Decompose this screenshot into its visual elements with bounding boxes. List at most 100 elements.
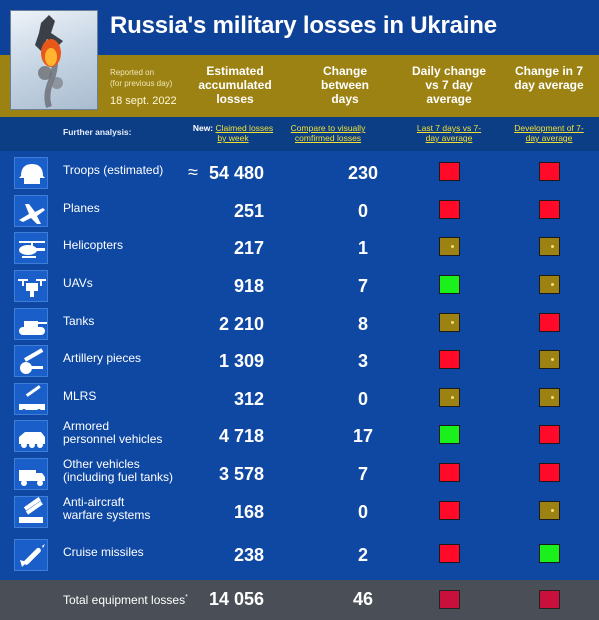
- drone-icon: [14, 270, 48, 302]
- compare-link[interactable]: Compare to visually comfirmed losses: [281, 123, 375, 143]
- row-change-value: 2: [357, 545, 368, 565]
- daily-indicator-neutral: [439, 388, 460, 407]
- reported-line-2: (for previous day): [110, 79, 173, 88]
- avg-indicator-neutral: [539, 350, 560, 369]
- daily-indicator-red: [439, 200, 460, 219]
- report-date: 18 sept. 2022: [110, 95, 177, 107]
- row-label: Helicopters: [63, 239, 123, 252]
- row-label: Tanks: [63, 315, 94, 328]
- row-change-value: 3: [357, 351, 368, 371]
- col-change: Change between days: [320, 64, 369, 106]
- row-estimated-value: 54 480: [208, 163, 264, 183]
- row-estimated-value: 251: [233, 201, 264, 221]
- row-label: Anti-aircraft warfare systems: [63, 496, 150, 522]
- row-label-line-1: MLRS: [63, 389, 97, 403]
- last7-link[interactable]: Last 7 days vs 7-day average: [413, 123, 485, 143]
- row-label-line-1: Troops (estimated): [63, 163, 164, 177]
- daily-indicator-red: [439, 463, 460, 482]
- col-change7: Change in 7 day average: [514, 64, 584, 92]
- daily-indicator-neutral: [439, 313, 460, 332]
- analysis-bar: [0, 117, 599, 151]
- table-row: Planes 251 0: [0, 193, 599, 230]
- new-label: New:: [192, 123, 214, 133]
- total-avg-indicator: [539, 590, 560, 609]
- development-text: Development of 7-day average: [514, 123, 584, 143]
- row-change-value: 0: [357, 502, 368, 522]
- table-row: MLRS 312 0: [0, 381, 599, 418]
- daily-indicator-green: [439, 275, 460, 294]
- row-label-line-1: Tanks: [63, 314, 95, 328]
- burning-aircraft-photo: [10, 10, 98, 110]
- daily-indicator-red: [439, 544, 460, 563]
- reported-note: Reported on (for previous day): [110, 67, 172, 89]
- table-row: Helicopters 217 1: [0, 230, 599, 267]
- row-estimated-value: 918: [233, 276, 264, 296]
- anti-aircraft-icon: [14, 496, 48, 528]
- daily-indicator-red: [439, 350, 460, 369]
- table-row: Anti-aircraft warfare systems 168 0: [0, 494, 599, 531]
- avg-indicator-red: [539, 162, 560, 181]
- row-change-value: 0: [357, 389, 368, 409]
- table-row: Armored personnel vehicles 4 718 17: [0, 418, 599, 455]
- row-change-value: 7: [357, 276, 368, 296]
- col-daily: Daily change vs 7 day average: [411, 64, 487, 106]
- row-estimated-value: 3 578: [218, 464, 264, 484]
- avg-indicator-neutral: [539, 237, 560, 256]
- row-label-line-1: Planes: [63, 201, 100, 215]
- row-estimated-value: 217: [233, 238, 264, 258]
- daily-indicator-red: [439, 162, 460, 181]
- row-label-line-1: Helicopters: [63, 238, 124, 252]
- avg-indicator-red: [539, 425, 560, 444]
- approx-symbol: ≈: [188, 162, 198, 182]
- page-title: Russia's military losses in Ukraine: [110, 12, 497, 39]
- row-label: MLRS: [63, 390, 96, 403]
- row-label: UAVs: [63, 277, 93, 290]
- artillery-icon: [14, 345, 48, 377]
- avg-indicator-neutral: [539, 501, 560, 520]
- row-label-line-1: Anti-aircraft: [63, 495, 125, 509]
- row-label-line-1: Armored: [63, 419, 110, 433]
- total-footnote-mark: *: [185, 594, 188, 601]
- row-change-value: 1: [357, 238, 368, 258]
- table-row: Cruise missiles 238 2: [0, 537, 599, 574]
- row-change-value: 230: [347, 163, 379, 183]
- table-row: Other vehicles (including fuel tanks) 3 57…: [0, 456, 599, 493]
- daily-indicator-red: [439, 501, 460, 520]
- development-link[interactable]: Development of 7-day average: [510, 123, 588, 143]
- row-label: Armored personnel vehicles: [63, 420, 162, 446]
- header-bar: [0, 0, 599, 55]
- row-label-line-1: Other vehicles: [63, 457, 140, 471]
- row-label: Other vehicles (including fuel tanks): [63, 458, 173, 484]
- helmet-icon: [14, 157, 48, 189]
- row-change-value: 17: [352, 426, 374, 446]
- row-estimated-value: 4 718: [218, 426, 264, 446]
- total-change: 46: [352, 589, 374, 609]
- row-change-value: 0: [357, 201, 368, 221]
- row-estimated-value: 168: [233, 502, 264, 522]
- row-label: Artillery pieces: [63, 352, 141, 365]
- row-label-line-1: UAVs: [63, 276, 93, 290]
- missile-icon: [14, 539, 48, 571]
- row-estimated-value: 2 210: [218, 314, 264, 334]
- avg-indicator-red: [539, 200, 560, 219]
- daily-indicator-green: [439, 425, 460, 444]
- total-label-text: Total equipment losses: [63, 593, 186, 607]
- avg-indicator-green: [539, 544, 560, 563]
- total-daily-indicator: [439, 590, 460, 609]
- claimed-losses-link[interactable]: New: Claimed losses by week: [188, 123, 278, 143]
- row-label: Cruise missiles: [63, 546, 144, 559]
- row-label: Planes: [63, 202, 100, 215]
- table-row: UAVs 918 7: [0, 268, 599, 305]
- jet-icon: [14, 195, 48, 227]
- col-estimated: Estimated accumulated losses: [198, 64, 272, 106]
- total-label: Total equipment losses*: [63, 593, 188, 607]
- table-row: Troops (estimated) ≈54 480 230: [0, 155, 599, 192]
- row-label-line-1: Artillery pieces: [63, 351, 142, 365]
- avg-indicator-neutral: [539, 275, 560, 294]
- avg-indicator-red: [539, 463, 560, 482]
- avg-indicator-neutral: [539, 388, 560, 407]
- truck-icon: [14, 458, 48, 490]
- row-estimated-value: 238: [233, 545, 264, 565]
- total-value: 14 056: [208, 589, 264, 609]
